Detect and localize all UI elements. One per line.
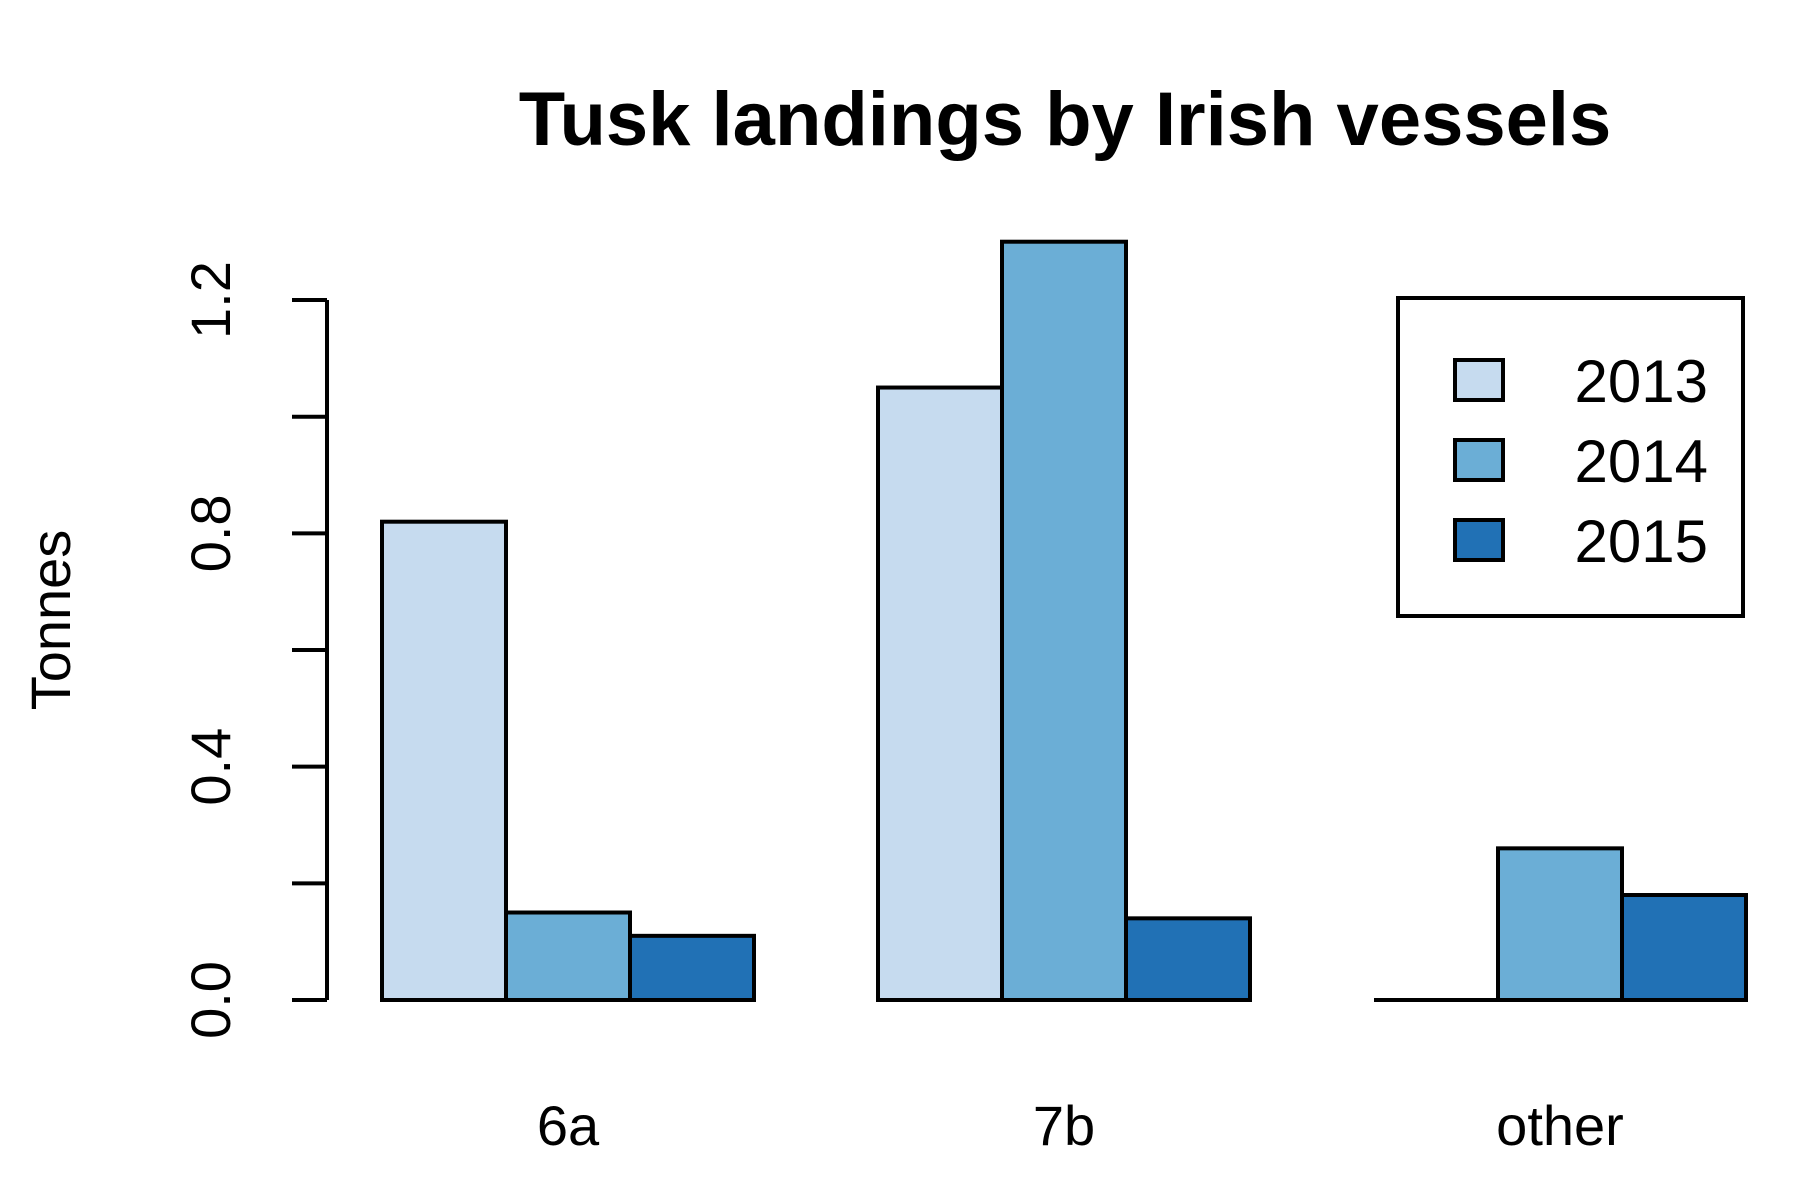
bar-6a-2013 xyxy=(380,519,508,1002)
legend-label-2014: 2014 xyxy=(1575,428,1708,495)
bar-7b-2013 xyxy=(876,385,1004,1003)
category-label-7b: 7b xyxy=(1033,1094,1095,1157)
y-tick-label: 0.0 xyxy=(179,961,242,1039)
category-label-other: other xyxy=(1496,1094,1624,1157)
bar-other-2014 xyxy=(1496,846,1624,1002)
category-label-6a: 6a xyxy=(537,1094,600,1157)
category-labels: 6a 7b other xyxy=(537,1094,1624,1157)
bar-6a-2014 xyxy=(504,910,632,1003)
y-axis: 0.0 0.4 0.8 1.2 xyxy=(179,261,329,1039)
legend-label-2015: 2015 xyxy=(1575,508,1708,575)
legend-box xyxy=(1396,296,1745,618)
bar-7b-2014 xyxy=(1000,239,1128,1002)
y-tick-label: 0.4 xyxy=(179,728,242,806)
legend-swatch-2013 xyxy=(1453,358,1505,402)
legend-label-2013: 2013 xyxy=(1575,348,1708,415)
y-tick-label: 0.8 xyxy=(179,494,242,572)
chart-title: Tusk landings by Irish vessels xyxy=(519,77,1612,162)
bar-6a-2015 xyxy=(628,933,756,1002)
bars xyxy=(380,239,1748,1003)
bar-7b-2015 xyxy=(1124,916,1252,1003)
legend-swatch-2014 xyxy=(1453,438,1505,482)
y-tick-label: 1.2 xyxy=(179,261,242,339)
y-axis-label: Tonnes xyxy=(19,530,82,711)
legend-swatch-2015 xyxy=(1453,518,1505,562)
legend: 2013 2014 2015 xyxy=(1396,296,1745,618)
bar-other-2015 xyxy=(1620,893,1748,1002)
